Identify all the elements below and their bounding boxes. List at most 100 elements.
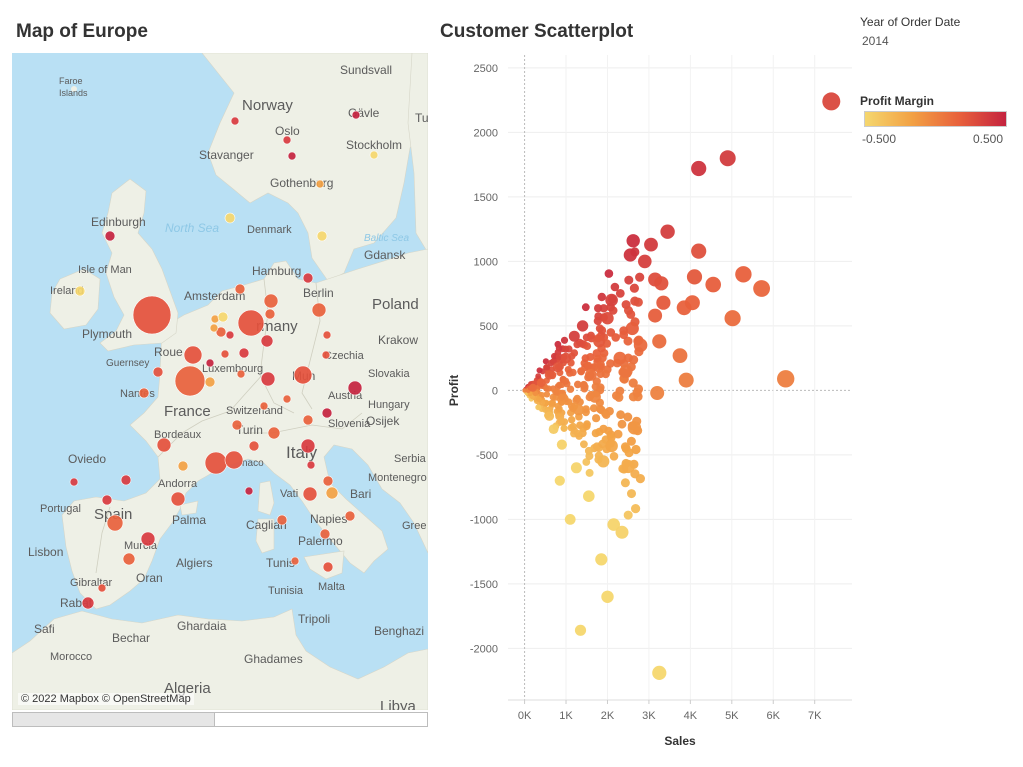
scatter-point[interactable] xyxy=(574,624,587,636)
scatter-point[interactable] xyxy=(583,420,591,429)
scatter-point[interactable] xyxy=(624,306,633,315)
map-bubble[interactable] xyxy=(122,552,136,566)
scatter-point[interactable] xyxy=(777,370,795,388)
scatter-chart[interactable]: 0K 1K 2K 3K 4K 5K 6K 7K -2000 -1500 -1000 -500 0 500… xyxy=(440,50,860,760)
scatter-point[interactable] xyxy=(532,390,539,397)
map-bubble[interactable] xyxy=(81,596,95,610)
scatter-point[interactable] xyxy=(604,426,613,436)
scatter-point[interactable] xyxy=(621,459,635,474)
map-bubble[interactable] xyxy=(302,486,318,502)
map-bubble[interactable] xyxy=(217,311,229,323)
scatter-point[interactable] xyxy=(560,336,569,344)
scatter-point[interactable] xyxy=(672,348,688,363)
scatter-point[interactable] xyxy=(585,369,597,381)
map-bubble[interactable] xyxy=(220,349,230,359)
scatter-point[interactable] xyxy=(607,518,620,531)
map-bubble[interactable] xyxy=(300,438,316,454)
scatter-point[interactable] xyxy=(613,429,623,439)
map-scrollbar-thumb[interactable] xyxy=(13,713,215,726)
scatter-point[interactable] xyxy=(568,330,580,342)
map-bubble[interactable] xyxy=(209,323,219,333)
map-bubble[interactable] xyxy=(248,440,260,452)
map-bubble[interactable] xyxy=(264,308,276,320)
scatter-point[interactable] xyxy=(585,452,594,461)
map-bubble[interactable] xyxy=(293,365,313,385)
map-bubble[interactable] xyxy=(204,451,228,475)
scatter-point[interactable] xyxy=(626,436,636,446)
scatter-point[interactable] xyxy=(547,400,555,407)
map-bubble[interactable] xyxy=(230,116,240,126)
scatter-point[interactable] xyxy=(648,308,663,323)
scatter-point[interactable] xyxy=(617,419,627,429)
map-bubble[interactable] xyxy=(315,179,325,189)
scatter-point[interactable] xyxy=(596,360,605,369)
map-bubble[interactable] xyxy=(276,514,288,526)
scatter-point[interactable] xyxy=(560,424,568,432)
scatter-point[interactable] xyxy=(549,393,557,401)
scatter-point[interactable] xyxy=(613,351,627,365)
scatter-point[interactable] xyxy=(620,478,630,488)
scatter-point[interactable] xyxy=(619,364,633,378)
scatter-point[interactable] xyxy=(638,254,652,269)
map-bubble[interactable] xyxy=(263,293,279,309)
scatter-point[interactable] xyxy=(545,385,552,392)
scatter-point[interactable] xyxy=(615,289,625,298)
scatter-point[interactable] xyxy=(562,377,570,385)
map-bubble[interactable] xyxy=(259,401,269,411)
scatter-point[interactable] xyxy=(627,421,642,435)
scatter-point[interactable] xyxy=(552,362,563,373)
scatter-point[interactable] xyxy=(548,424,559,434)
scatter-point[interactable] xyxy=(678,372,694,388)
scatter-point[interactable] xyxy=(543,364,551,371)
scatter-point[interactable] xyxy=(719,150,736,167)
scatter-point[interactable] xyxy=(623,510,633,520)
map-bubble[interactable] xyxy=(174,365,206,397)
scatter-point[interactable] xyxy=(597,292,606,302)
scatter-point[interactable] xyxy=(652,334,667,349)
map-bubble[interactable] xyxy=(322,475,334,487)
scatter-point[interactable] xyxy=(654,276,669,291)
map-bubble[interactable] xyxy=(369,150,379,160)
map-bubble[interactable] xyxy=(97,583,107,593)
scatter-point[interactable] xyxy=(557,417,565,425)
map-bubble[interactable] xyxy=(302,414,314,426)
scatter-point[interactable] xyxy=(535,404,542,411)
map-bubble[interactable] xyxy=(204,376,216,388)
map-bubble[interactable] xyxy=(316,230,328,242)
scatter-point[interactable] xyxy=(596,369,605,379)
scatter-point[interactable] xyxy=(589,391,601,403)
map-bubble[interactable] xyxy=(104,230,116,242)
filter-year-value[interactable]: 2014 xyxy=(862,34,889,48)
scatter-point[interactable] xyxy=(569,422,577,431)
map-bubble[interactable] xyxy=(302,272,314,284)
map-bubble[interactable] xyxy=(234,283,246,295)
scatter-point[interactable] xyxy=(616,410,625,420)
scatter-point[interactable] xyxy=(582,458,591,466)
scatter-point[interactable] xyxy=(605,439,618,453)
scatter-point[interactable] xyxy=(624,275,634,285)
scatter-point[interactable] xyxy=(684,295,700,311)
map-bubble[interactable] xyxy=(140,531,156,547)
scatter-point[interactable] xyxy=(686,269,703,285)
scatter-point[interactable] xyxy=(580,440,588,449)
europe-map[interactable]: Faroe Islands Sundsvall Norway Gävle Oslo Stav… xyxy=(12,53,428,710)
map-bubble[interactable] xyxy=(183,345,203,365)
scatter-point[interactable] xyxy=(735,266,752,283)
map-bubble[interactable] xyxy=(101,494,113,506)
map-bubble[interactable] xyxy=(244,486,254,496)
map-scrollbar[interactable] xyxy=(12,712,428,727)
map-bubble[interactable] xyxy=(156,437,172,453)
scatter-point[interactable] xyxy=(724,310,741,327)
scatter-point[interactable] xyxy=(619,330,629,340)
scatter-point[interactable] xyxy=(656,295,671,310)
scatter-point[interactable] xyxy=(562,345,570,353)
scatter-point[interactable] xyxy=(611,333,620,342)
scatter-point[interactable] xyxy=(566,385,575,393)
scatter-point[interactable] xyxy=(601,312,614,325)
map-bubble[interactable] xyxy=(319,528,331,540)
scatter-point[interactable] xyxy=(629,283,639,293)
scatter-point[interactable] xyxy=(592,414,601,423)
map-bubble[interactable] xyxy=(347,380,363,396)
scatter-point[interactable] xyxy=(633,338,648,353)
map-bubble[interactable] xyxy=(325,486,339,500)
